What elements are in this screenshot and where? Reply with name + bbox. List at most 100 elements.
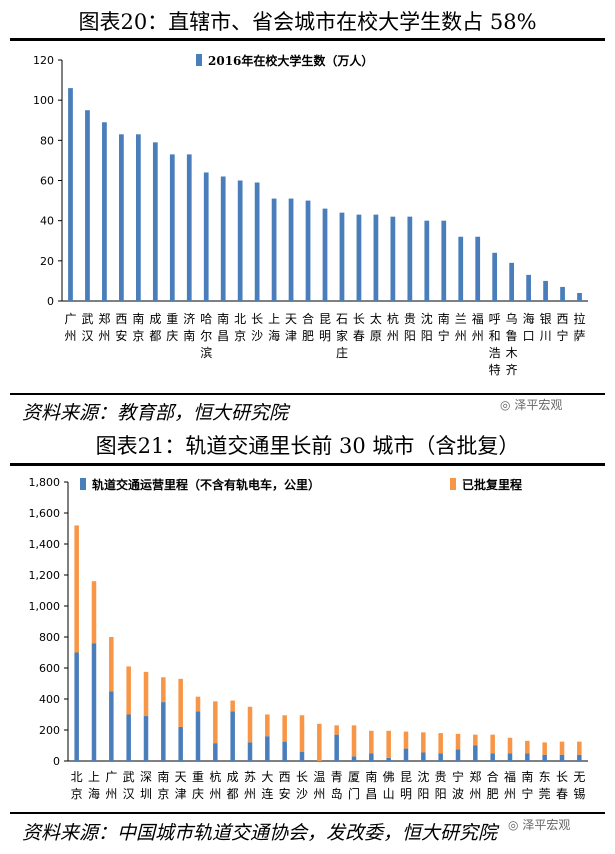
x-category-label: 太 (370, 311, 382, 326)
y-tick-label: 0 (47, 295, 54, 308)
bar-primary (195, 711, 201, 761)
x-category-label: 山 (383, 787, 395, 801)
figure21-bottom-rule (10, 812, 605, 814)
y-tick-label: 800 (39, 631, 60, 644)
x-category-label: 昆 (400, 770, 412, 784)
x-category-label: 齐 (506, 362, 518, 377)
figure21-watermark: ◎ 泽平宏观 (508, 816, 570, 833)
y-tick-label: 1,000 (29, 600, 61, 613)
x-category-label: 京 (71, 787, 83, 801)
legend-swatch (196, 54, 202, 66)
bar-primary (247, 742, 253, 761)
x-category-label: 重 (192, 770, 204, 784)
bar-primary (525, 753, 530, 761)
bar-secondary (386, 730, 391, 758)
figure21-chart: 0 200 400 600 800 1,000 1,200 1,400 1,600 1,800 北京… (29, 476, 588, 801)
x-category-label: 州 (469, 787, 481, 801)
figure21-source: 资料来源：中国城市轨道交通协会，发改委，恒大研究院 (22, 822, 498, 844)
x-category-label: 贵 (435, 770, 447, 784)
x-category-label: 乌 (506, 311, 518, 326)
x-category-label: 滨 (200, 345, 212, 360)
bar-primary (282, 741, 287, 761)
bar-primary (102, 122, 107, 301)
x-category-label: 南 (365, 769, 377, 784)
x-category-label: 州 (313, 787, 325, 801)
bar-primary (475, 236, 481, 301)
x-category-label: 武 (81, 312, 93, 326)
x-category-label: 福 (472, 311, 484, 326)
x-category-label: 厦 (348, 770, 360, 784)
x-category-label: 口 (523, 329, 535, 343)
watermark-text: 泽平宏观 (522, 818, 571, 832)
y-tick-label: 120 (33, 54, 54, 67)
x-category-label: 上 (268, 312, 280, 326)
bar-primary (403, 748, 409, 761)
x-category-label: 兰 (455, 312, 467, 326)
bar-primary (356, 214, 362, 301)
bar-primary (143, 716, 149, 761)
bar-secondary (577, 741, 582, 755)
figure20-bottom-rule (10, 393, 605, 395)
x-category-label: 宁 (521, 786, 533, 801)
bar-secondary (542, 742, 547, 755)
x-category-label: 锡 (573, 786, 585, 801)
bar-primary (169, 154, 175, 301)
x-category-label: 佛 (383, 770, 395, 784)
x-category-label: 苏 (244, 770, 256, 784)
bar-primary (351, 756, 357, 761)
bar-primary (288, 198, 294, 301)
x-category-label: 温 (313, 770, 325, 784)
bar-primary (74, 652, 79, 761)
y-tick-label: 40 (40, 215, 54, 228)
x-category-label: 圳 (140, 787, 152, 801)
x-category-label: 阳 (404, 329, 416, 343)
legend-label: 轨道交通运营里程（不含有轨电车，公里） (92, 477, 320, 492)
x-category-label: 郑 (469, 769, 481, 784)
x-category-label: 天 (285, 312, 297, 326)
x-category-label: 波 (452, 787, 464, 801)
x-category-label: 明 (319, 329, 331, 343)
y-tick-label: 80 (40, 134, 54, 147)
x-category-label: 州 (244, 787, 256, 801)
bar-secondary (317, 723, 322, 761)
bar-primary (299, 751, 305, 761)
y-tick-label: 100 (33, 94, 54, 107)
bar-primary (334, 734, 339, 761)
x-category-label: 沈 (421, 311, 433, 326)
bar-secondary (126, 666, 131, 715)
bar-primary (322, 208, 328, 301)
wechat-icon: ◎ (508, 818, 519, 832)
y-tick-label: 400 (39, 693, 60, 706)
bar-primary (271, 198, 277, 301)
bar-primary (492, 252, 498, 301)
x-category-label: 南 (217, 311, 229, 326)
bar-primary (577, 292, 582, 301)
x-category-label: 南 (438, 311, 450, 326)
x-category-label: 都 (227, 787, 239, 801)
bar-secondary (195, 696, 201, 712)
x-category-label: 合 (302, 311, 314, 326)
bar-primary (305, 200, 311, 301)
bar-primary (490, 753, 495, 761)
x-category-label: 汉 (81, 329, 93, 343)
bar-primary (386, 757, 391, 761)
bar-primary (390, 216, 396, 301)
bar-primary (220, 176, 226, 301)
x-category-label: 都 (149, 329, 161, 343)
x-category-label: 贵 (404, 312, 416, 326)
x-category-label: 南 (157, 769, 169, 784)
bar-secondary (230, 700, 235, 712)
y-tick-label: 1,200 (29, 569, 61, 582)
bar-primary (237, 180, 243, 301)
x-category-label: 安 (279, 786, 291, 801)
y-tick-label: 0 (53, 755, 60, 768)
bar-primary (421, 752, 426, 761)
x-category-label: 浩 (489, 346, 501, 360)
bar-primary (438, 753, 443, 761)
bar-secondary (507, 737, 513, 754)
figure21-title: 图表21：轨道交通里长前 30 城市（含批复） (95, 434, 520, 458)
bar-secondary (91, 581, 97, 644)
bar-primary (507, 753, 513, 761)
x-category-label: 京 (132, 329, 144, 343)
x-category-label: 青 (331, 770, 343, 784)
